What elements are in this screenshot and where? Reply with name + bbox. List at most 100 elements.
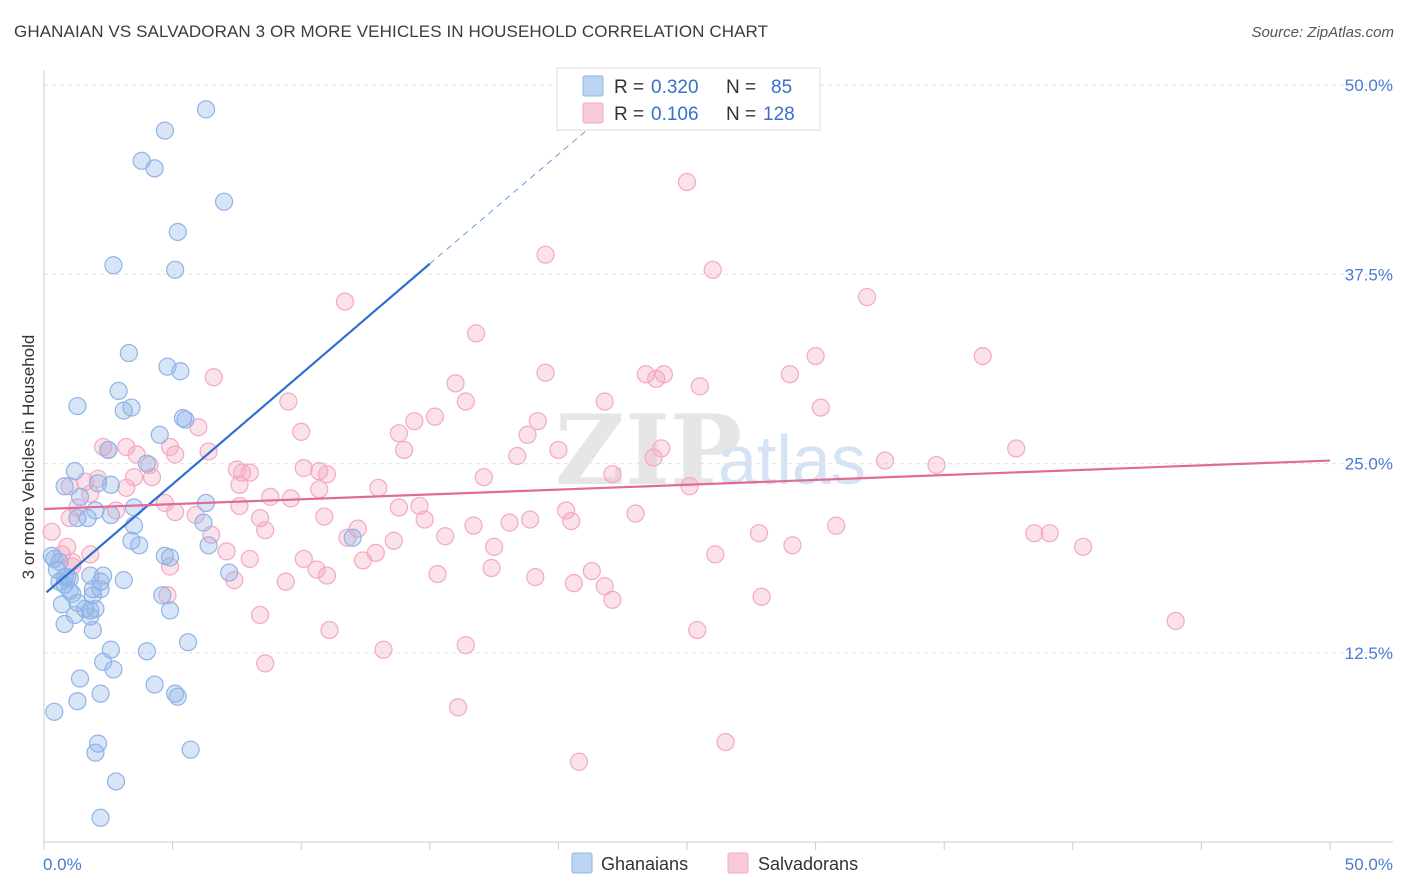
ghanaian-point	[160, 601, 180, 620]
salvadoran-point	[464, 516, 483, 535]
salvadoran-point	[528, 412, 547, 431]
salvadoran-point	[536, 363, 555, 382]
salvadoran-point	[166, 445, 185, 464]
salvadoran-point	[436, 527, 455, 546]
salvadoran-point	[783, 536, 802, 555]
salvadoran-point	[294, 459, 313, 478]
ghanaian-point	[119, 343, 138, 363]
salvadoran-point	[292, 422, 311, 441]
salvadoran-point	[250, 605, 270, 625]
salvadoran-point	[310, 480, 329, 499]
ghanaian-point	[55, 614, 74, 634]
ghanaian-point	[94, 652, 113, 671]
ghanaian-point	[181, 740, 200, 759]
salvadoran-point	[1073, 537, 1093, 556]
salvadoran-point	[142, 468, 162, 487]
ghanaian-point	[104, 256, 123, 275]
salvadoran-point	[595, 577, 614, 596]
salvadoran-point	[240, 463, 259, 482]
ghanaian-point	[45, 549, 64, 569]
salvadoran-point	[644, 448, 663, 467]
salvadoran-point	[703, 260, 722, 279]
salvadoran-point	[521, 510, 540, 529]
salvadoran-point	[518, 425, 537, 444]
salvadoran-point	[317, 465, 337, 484]
ghanaian-point	[81, 566, 100, 585]
bottom-legend-ghanaians: Ghanaians	[601, 854, 688, 874]
bottom-swatch-ghanaians	[571, 852, 593, 874]
ghanaian-point	[104, 660, 123, 679]
ghanaians-points	[42, 100, 362, 827]
ghanaian-point	[166, 260, 185, 279]
legend-r-label-2: R =	[614, 104, 644, 125]
y-tick-label: 50.0%	[1345, 76, 1393, 95]
ghanaian-point	[199, 536, 218, 555]
ghanaian-point	[114, 571, 133, 590]
ghanaian-point	[99, 440, 118, 460]
salvadoran-point	[1166, 611, 1185, 631]
legend-n-value-1: 85	[771, 77, 792, 98]
ghanaian-point	[220, 563, 239, 582]
salvadoran-point	[688, 620, 707, 640]
ghanaian-point	[83, 580, 102, 599]
ghanaian-point	[137, 642, 156, 661]
ghanaian-point	[106, 772, 126, 791]
ghanaian-point	[65, 605, 84, 625]
ghanaian-point	[214, 192, 234, 211]
y-axis-title: 3 or more Vehicles in Household	[19, 335, 38, 580]
salvadoran-point	[230, 475, 249, 494]
ghanaian-point	[91, 572, 110, 591]
ghanaian-point	[70, 487, 90, 506]
ghanaian-point	[83, 586, 102, 605]
ghanaian-point	[150, 425, 169, 444]
salvadoran-point	[1040, 524, 1059, 543]
source-credit: Source: ZipAtlas.com	[1251, 24, 1394, 41]
ghanaians-trend-extension	[429, 121, 598, 265]
salvadoran-point	[562, 511, 581, 531]
y-tick-label: 25.0%	[1345, 455, 1393, 474]
salvadoran-point	[348, 519, 367, 538]
grid-lines	[44, 84, 1393, 654]
salvadoran-point	[456, 636, 475, 655]
salvadoran-point	[335, 292, 355, 311]
salvadoran-point	[60, 508, 79, 528]
x-tick-label-max: 50.0%	[1345, 855, 1393, 874]
salvadoran-point	[1007, 439, 1026, 458]
ghanaian-point	[55, 477, 74, 496]
salvadoran-point	[256, 654, 275, 673]
ghanaian-point	[168, 687, 187, 706]
ghanaian-point	[343, 528, 362, 547]
salvadoran-point	[448, 698, 468, 717]
salvadoran-point	[508, 446, 527, 466]
ghanaian-point	[45, 702, 64, 721]
series-legend: Ghanaians Salvadorans	[571, 852, 858, 874]
salvadoran-point	[117, 437, 136, 457]
salvadoran-point	[474, 468, 493, 487]
salvadoran-point	[384, 531, 403, 550]
salvadoran-point	[595, 392, 614, 411]
salvadoran-point	[315, 507, 334, 526]
correlation-legend: R = 0.320 N = 85 R = 0.106 N = 128	[556, 67, 821, 131]
salvadoran-point	[680, 477, 699, 496]
salvadoran-point	[652, 439, 671, 458]
salvadoran-point	[485, 537, 504, 556]
salvadoran-point	[410, 496, 429, 516]
salvadoran-point	[536, 245, 555, 264]
ghanaian-point	[160, 548, 180, 567]
ghanaian-point	[86, 743, 105, 762]
salvadoran-point	[127, 445, 146, 464]
ghanaian-point	[137, 454, 156, 473]
salvadoran-point	[166, 502, 185, 522]
ghanaian-point	[68, 508, 87, 528]
ghanaian-point	[130, 536, 149, 555]
salvadoran-point	[389, 424, 409, 443]
ghanaian-point	[101, 505, 120, 525]
salvadoran-point	[549, 440, 568, 460]
salvadoran-point	[706, 545, 725, 564]
ghanaian-point	[124, 516, 144, 535]
salvadoran-point	[780, 365, 799, 384]
salvadoran-point	[603, 590, 622, 609]
salvadoran-point	[857, 287, 877, 307]
salvadoran-point	[827, 516, 846, 535]
